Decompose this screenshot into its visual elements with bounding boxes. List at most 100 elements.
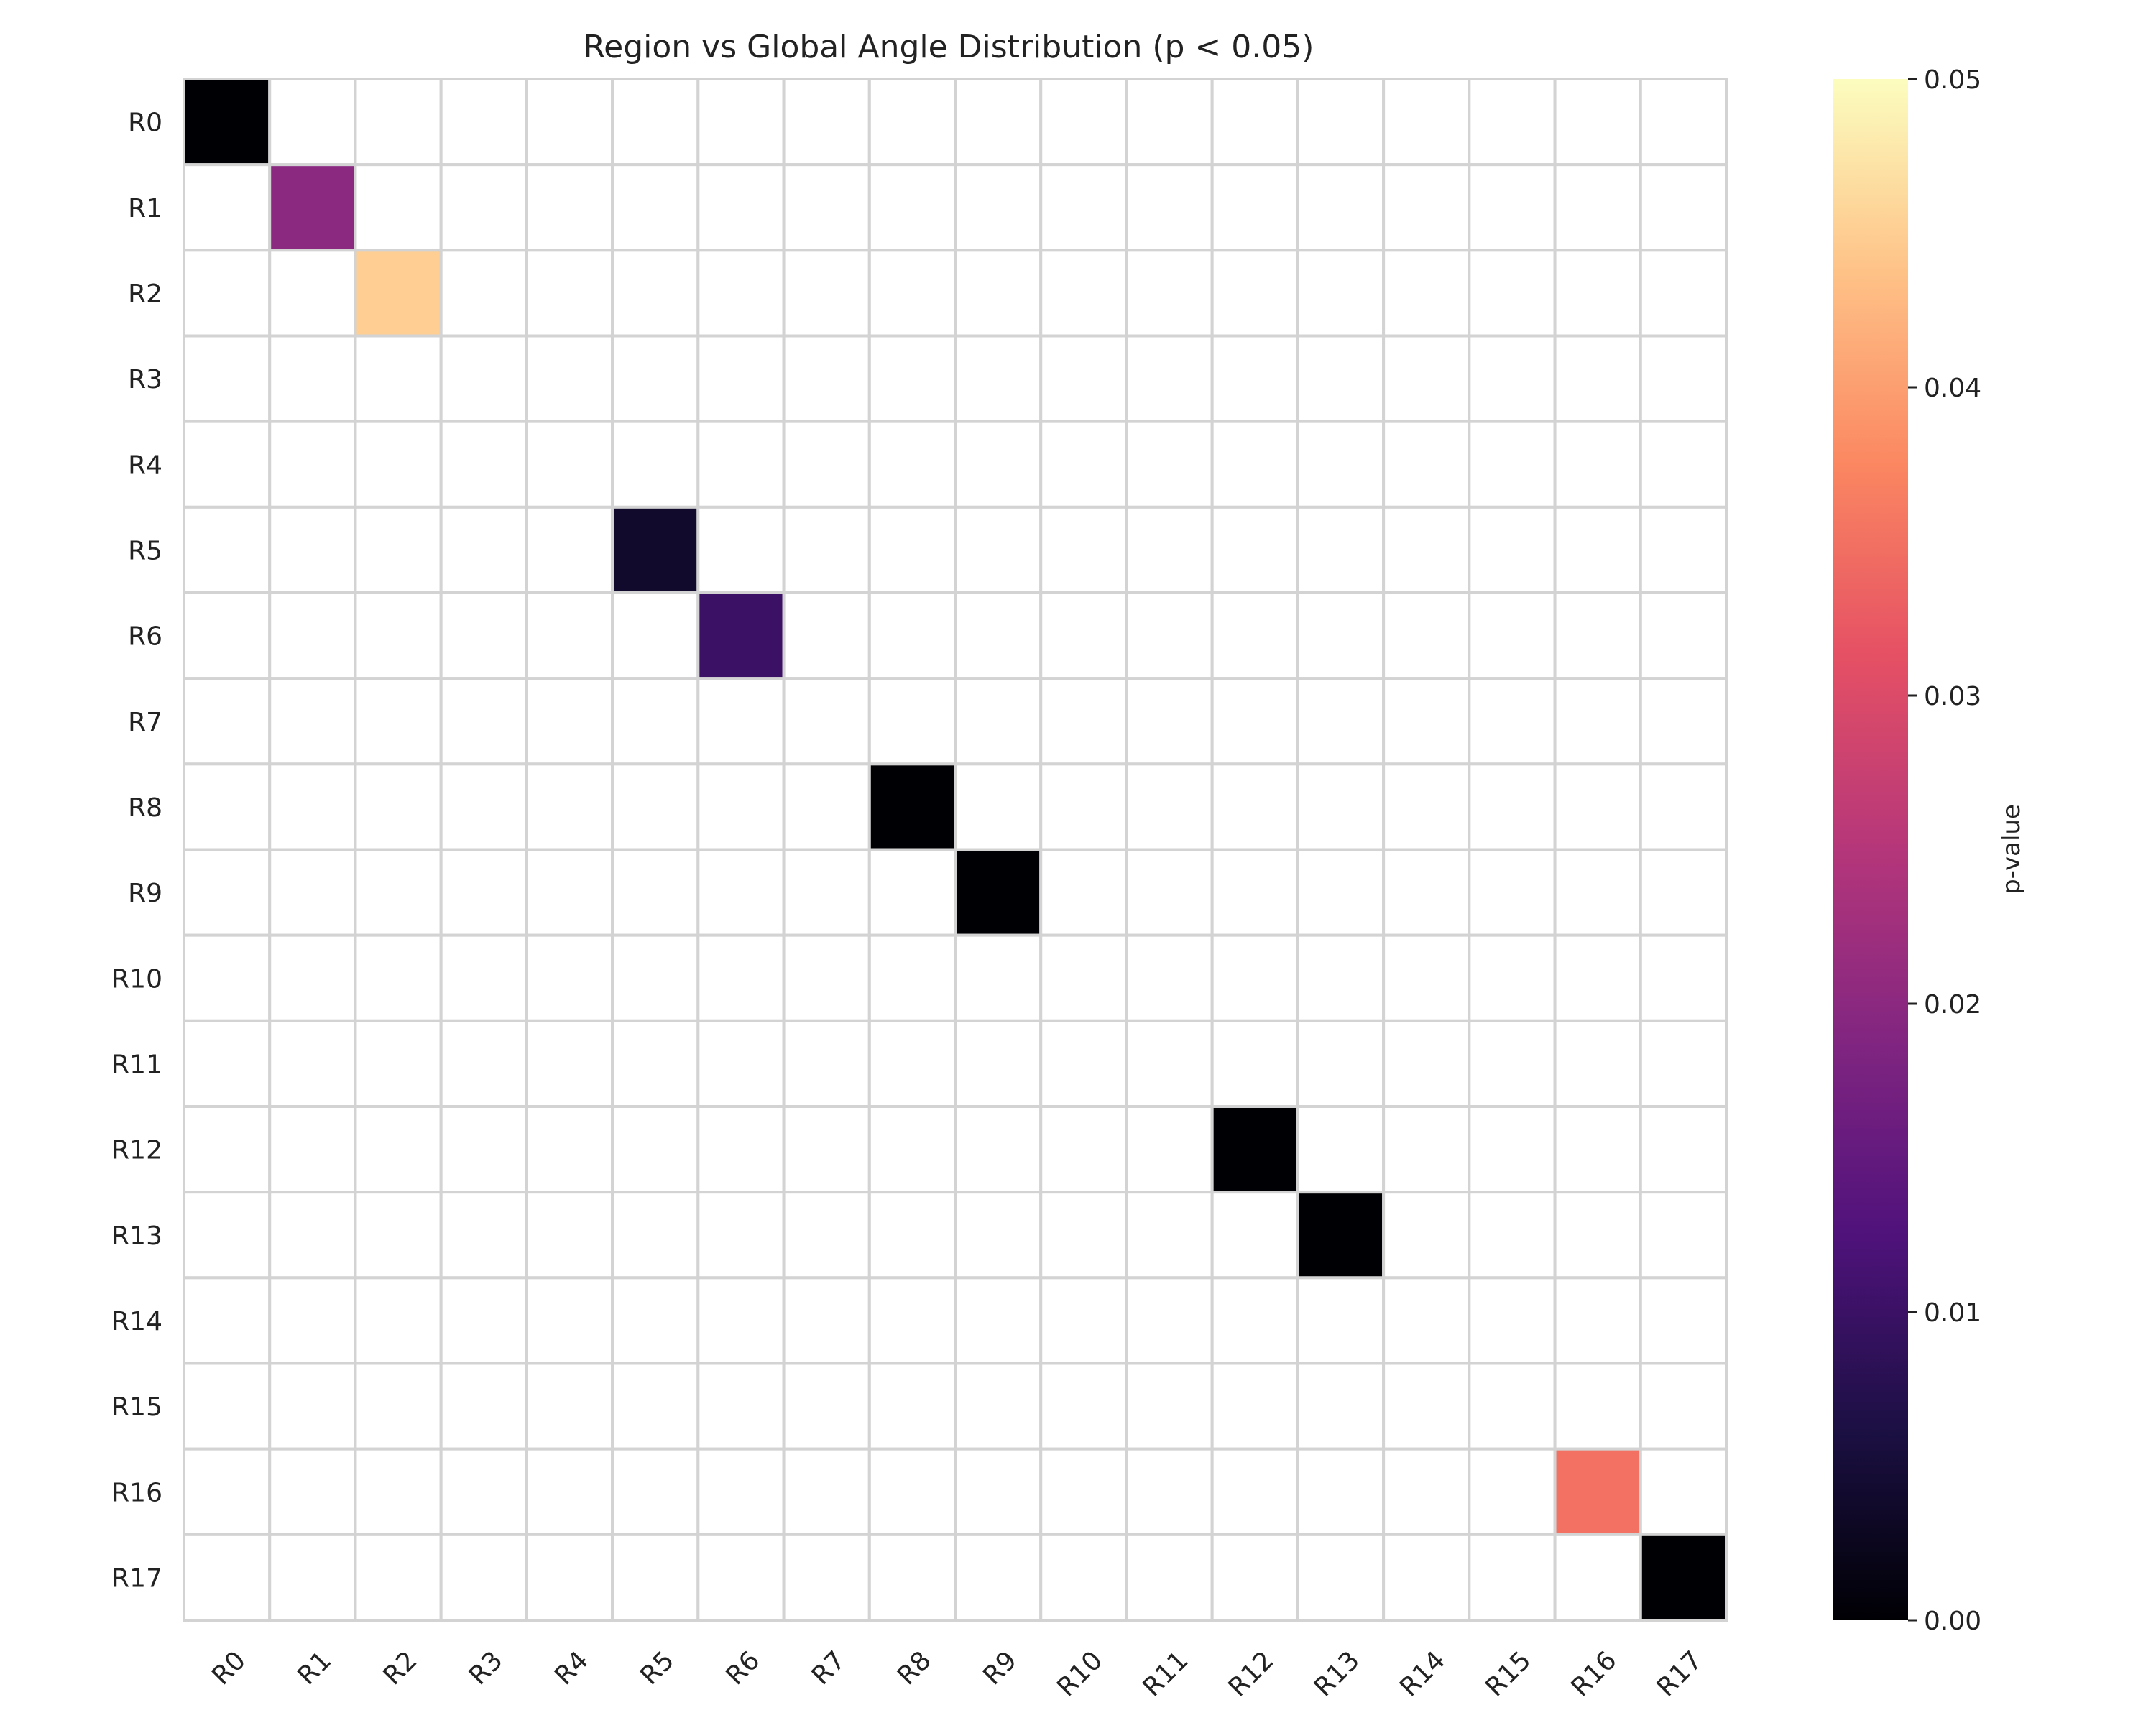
heatmap-empty-cell	[1382, 677, 1471, 766]
heatmap-empty-cell	[1039, 677, 1128, 766]
heatmap-empty-cell	[1382, 1276, 1471, 1365]
heatmap-empty-cell	[1382, 1105, 1471, 1194]
heatmap-empty-cell	[439, 78, 528, 167]
heatmap-empty-cell	[611, 933, 700, 1022]
heatmap-empty-cell	[1639, 762, 1728, 851]
heatmap-empty-cell	[1468, 1447, 1557, 1536]
heatmap-empty-cell	[354, 848, 443, 937]
heatmap-empty-cell	[1039, 933, 1128, 1022]
heatmap-empty-cell	[954, 1533, 1043, 1622]
heatmap-empty-cell	[354, 1276, 443, 1365]
heatmap-empty-cell	[1296, 420, 1386, 509]
heatmap-empty-cell	[525, 505, 614, 594]
heatmap-empty-cell	[268, 1019, 357, 1109]
heatmap-empty-cell	[183, 1019, 272, 1109]
heatmap-empty-cell	[1382, 1019, 1471, 1109]
heatmap-empty-cell	[1296, 762, 1386, 851]
heatmap-empty-cell	[525, 1191, 614, 1280]
heatmap-empty-cell	[782, 78, 871, 167]
heatmap-empty-cell	[1553, 78, 1642, 167]
heatmap-empty-cell	[268, 334, 357, 423]
x-tick-label: R0	[206, 1645, 252, 1691]
heatmap-empty-cell	[696, 677, 786, 766]
heatmap-empty-cell	[525, 78, 614, 167]
heatmap-empty-cell	[1039, 249, 1128, 338]
heatmap-empty-cell	[1468, 505, 1557, 594]
heatmap-empty-cell	[1553, 933, 1642, 1022]
y-tick-label: R12	[111, 1136, 162, 1165]
heatmap-empty-cell	[954, 677, 1043, 766]
heatmap-empty-cell	[1039, 1191, 1128, 1280]
heatmap-empty-cell	[525, 762, 614, 851]
y-tick-label: R2	[128, 279, 162, 309]
heatmap-empty-cell	[1039, 1447, 1128, 1536]
x-tick-label: R16	[1566, 1645, 1623, 1702]
heatmap-empty-cell	[183, 1276, 272, 1365]
heatmap-empty-cell	[439, 1191, 528, 1280]
heatmap-empty-cell	[439, 762, 528, 851]
heatmap-empty-cell	[1296, 1276, 1386, 1365]
heatmap-empty-cell	[954, 334, 1043, 423]
heatmap-empty-cell	[354, 1533, 443, 1622]
heatmap-empty-cell	[1639, 1019, 1728, 1109]
y-tick-label: R16	[111, 1478, 162, 1507]
heatmap-empty-cell	[1639, 1191, 1728, 1280]
heatmap-empty-cell	[954, 420, 1043, 509]
heatmap-empty-cell	[1210, 762, 1299, 851]
heatmap-empty-cell	[1039, 420, 1128, 509]
heatmap-empty-cell	[867, 677, 957, 766]
heatmap-empty-cell	[611, 1533, 700, 1622]
heatmap-empty-cell	[268, 591, 357, 680]
y-tick-label: R4	[128, 451, 162, 480]
heatmap-empty-cell	[1125, 505, 1214, 594]
heatmap-empty-cell	[354, 163, 443, 252]
heatmap-empty-cell	[954, 1276, 1043, 1365]
heatmap-empty-cell	[696, 1533, 786, 1622]
heatmap-empty-cell	[1210, 1019, 1299, 1109]
heatmap-empty-cell	[439, 420, 528, 509]
heatmap-empty-cell	[1553, 1533, 1642, 1622]
heatmap-empty-cell	[1125, 762, 1214, 851]
heatmap-empty-cell	[1382, 1533, 1471, 1622]
heatmap-empty-cell	[782, 677, 871, 766]
heatmap-empty-cell	[867, 1362, 957, 1451]
heatmap-empty-cell	[867, 505, 957, 594]
heatmap-empty-cell	[439, 1105, 528, 1194]
heatmap-empty-cell	[1468, 677, 1557, 766]
heatmap-empty-cell	[1382, 249, 1471, 338]
heatmap-empty-cell	[1639, 249, 1728, 338]
heatmap-empty-cell	[1382, 505, 1471, 594]
heatmap-cell-R0-R0	[183, 78, 272, 167]
heatmap-empty-cell	[1125, 163, 1214, 252]
heatmap-empty-cell	[954, 163, 1043, 252]
colorbar: 0.00 0.01 0.02 0.03 0.04 0.05 p-value	[1833, 65, 2026, 1636]
y-tick-label: R1	[128, 194, 162, 223]
heatmap-empty-cell	[611, 420, 700, 509]
heatmap-empty-cell	[782, 334, 871, 423]
heatmap-empty-cell	[183, 1362, 272, 1451]
heatmap-empty-cell	[696, 1447, 786, 1536]
heatmap-empty-cell	[183, 848, 272, 937]
heatmap-empty-cell	[1382, 78, 1471, 167]
heatmap-empty-cell	[696, 163, 786, 252]
heatmap-empty-cell	[1553, 848, 1642, 937]
y-tick-label: R0	[128, 108, 162, 138]
heatmap-empty-cell	[1296, 1019, 1386, 1109]
x-tick-label: R8	[892, 1645, 937, 1691]
heatmap-empty-cell	[1468, 78, 1557, 167]
heatmap-empty-cell	[1039, 591, 1128, 680]
heatmap-empty-cell	[525, 848, 614, 937]
x-tick-label: R6	[721, 1645, 766, 1691]
heatmap-empty-cell	[867, 420, 957, 509]
y-tick-label: R7	[128, 708, 162, 737]
heatmap-empty-cell	[1039, 334, 1128, 423]
heatmap-empty-cell	[354, 591, 443, 680]
heatmap-empty-cell	[1639, 1447, 1728, 1536]
heatmap-empty-cell	[1125, 1191, 1214, 1280]
heatmap-empty-cell	[1210, 420, 1299, 509]
heatmap-empty-cell	[782, 1276, 871, 1365]
heatmap-empty-cell	[1468, 249, 1557, 338]
heatmap-empty-cell	[1125, 249, 1214, 338]
heatmap-empty-cell	[782, 1105, 871, 1194]
heatmap-empty-cell	[1468, 1019, 1557, 1109]
